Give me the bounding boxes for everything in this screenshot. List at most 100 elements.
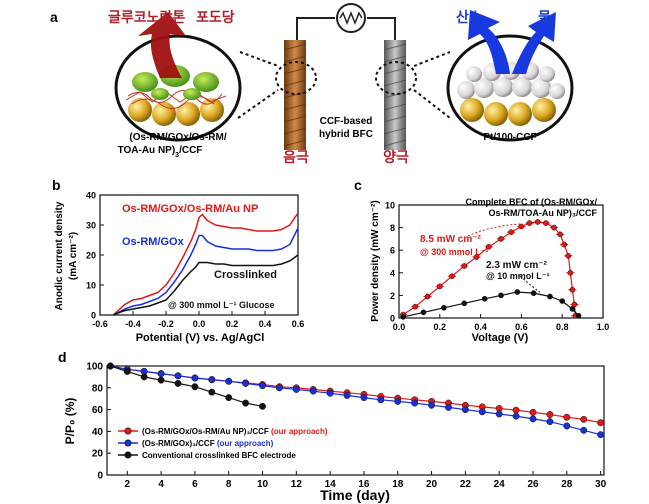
cathode-curved-arrow-out xyxy=(512,12,556,74)
data-point xyxy=(191,374,199,382)
data-point xyxy=(569,306,576,312)
resistor-icon xyxy=(336,3,366,33)
data-point xyxy=(485,243,492,250)
data-point xyxy=(445,403,452,411)
data-point xyxy=(512,412,520,420)
data-point xyxy=(561,241,568,248)
series-line-1 xyxy=(110,365,601,436)
data-point xyxy=(428,401,436,409)
x-tick-label: 0.6 xyxy=(515,322,528,332)
data-point xyxy=(529,415,537,423)
x-tick-label: 0.8 xyxy=(556,322,569,332)
y-tick-label: 0 xyxy=(97,471,103,482)
series-line-0 xyxy=(402,221,577,316)
series-line-1 xyxy=(112,227,299,316)
data-point xyxy=(543,220,549,226)
x-tick-label: 16 xyxy=(358,479,370,490)
data-point xyxy=(575,312,582,319)
data-point xyxy=(225,394,233,402)
data-point xyxy=(420,309,427,316)
panel-b-annotation: @ 300 mmol L⁻¹ Glucose xyxy=(168,300,275,310)
data-point xyxy=(449,273,455,280)
data-point xyxy=(518,223,525,230)
panel-b-letter: b xyxy=(52,177,61,193)
panel-a: a 글루코노락톤 포도 xyxy=(50,3,574,166)
legend-entry-black: Conventional crosslinked BFC electrode xyxy=(142,451,296,460)
data-point xyxy=(174,379,182,387)
anode-caption-line1: (Os-RM/GOx/Os-RM/ xyxy=(129,132,226,143)
cathode-product-water: 물 xyxy=(538,10,551,26)
data-point xyxy=(242,379,250,387)
panel-d-xlabel: Time (day) xyxy=(320,487,390,503)
data-point xyxy=(461,263,468,269)
data-point xyxy=(123,368,131,375)
data-point xyxy=(565,253,572,259)
y-tick-label: 6 xyxy=(390,246,395,256)
data-point xyxy=(597,431,605,439)
panel-b-ylabel-line2: (mA cm⁻²) xyxy=(68,232,79,280)
data-point xyxy=(526,220,533,226)
data-point xyxy=(495,410,503,418)
panel-c: c 0.0 0.2 0.4 0.6 0.8 1.0 0 2 4 6 8 10 Power densit… xyxy=(354,177,609,344)
panel-d: d 2 4 6 8 10 12 14 16 18 20 22 24 26 28 30020406080100… xyxy=(58,349,607,503)
data-point xyxy=(191,383,199,391)
data-point xyxy=(461,406,469,414)
data-point xyxy=(157,370,165,378)
wire-right xyxy=(367,17,396,40)
anode-zoom-marker xyxy=(275,61,317,95)
panel-d-letter: d xyxy=(58,349,67,365)
data-point xyxy=(436,283,443,290)
data-point xyxy=(377,396,385,404)
data-point xyxy=(498,236,504,242)
x-tick-label: 1.0 xyxy=(597,322,610,332)
anode-caption-line2: TOA-Au NP)3/CCF xyxy=(118,145,203,159)
data-point xyxy=(326,389,334,397)
cathode-product-oxygen: 산소 xyxy=(456,9,482,26)
panel-c-ticks: 0.0 0.2 0.4 0.6 0.8 1.0 0 2 4 6 8 10 xyxy=(385,201,609,333)
data-point xyxy=(309,387,317,395)
data-point xyxy=(400,314,406,320)
x-tick-label: 30 xyxy=(595,479,607,490)
y-tick-label: 60 xyxy=(92,405,104,416)
panel-b: b -0.6 -0.4 -0.2 0.0 0.2 0.4 0.6 0 10 20 30 40 Anod… xyxy=(52,177,304,344)
cell-schematic xyxy=(237,3,451,150)
data-point xyxy=(534,219,541,225)
data-point xyxy=(292,385,300,393)
cathode-caption: Pt/100-CCF xyxy=(483,132,536,143)
data-point xyxy=(546,418,554,426)
data-point xyxy=(424,293,431,300)
panel-c-peak2-condition: @ 10 mmol L⁻¹ xyxy=(486,271,550,281)
panel-b-xlabel: Potential (V) vs. Ag/AgCl xyxy=(136,332,265,344)
panel-a-letter: a xyxy=(50,9,58,25)
data-point xyxy=(551,224,557,231)
panel-b-legend-blue: Os-RM/GOx xyxy=(122,236,185,248)
series-line-0 xyxy=(110,365,601,424)
panel-c-letter: c xyxy=(354,177,362,193)
data-point xyxy=(559,298,566,304)
data-point xyxy=(529,408,537,416)
anode-product-glucose: 포도당 xyxy=(196,9,235,26)
x-tick-label: 0.2 xyxy=(226,319,239,329)
y-tick-label: 10 xyxy=(86,281,96,291)
data-point xyxy=(441,304,447,311)
data-point xyxy=(546,411,554,418)
data-point xyxy=(569,286,576,293)
y-tick-label: 8 xyxy=(390,223,395,233)
data-point xyxy=(106,362,114,370)
data-point xyxy=(557,231,564,238)
data-point xyxy=(597,419,605,427)
anode-product-gluconolactone: 글루코노락톤 xyxy=(108,10,185,26)
x-tick-label: 0.4 xyxy=(259,319,272,329)
x-tick-label: 8 xyxy=(226,479,232,490)
data-point xyxy=(412,303,419,310)
anode-label: 음극 xyxy=(283,150,309,166)
center-label-line1: CCF-based xyxy=(320,116,373,127)
y-tick-label: 0 xyxy=(91,311,96,321)
y-tick-label: 0 xyxy=(390,314,395,324)
panel-c-ylabel: Power density (mW cm⁻²) xyxy=(370,200,381,321)
x-tick-label: 26 xyxy=(527,479,539,490)
panel-c-title-line1: Complete BFC of (Os-RM/GOx/ xyxy=(465,197,597,207)
x-tick-label: 10 xyxy=(257,479,269,490)
data-point xyxy=(242,399,250,407)
